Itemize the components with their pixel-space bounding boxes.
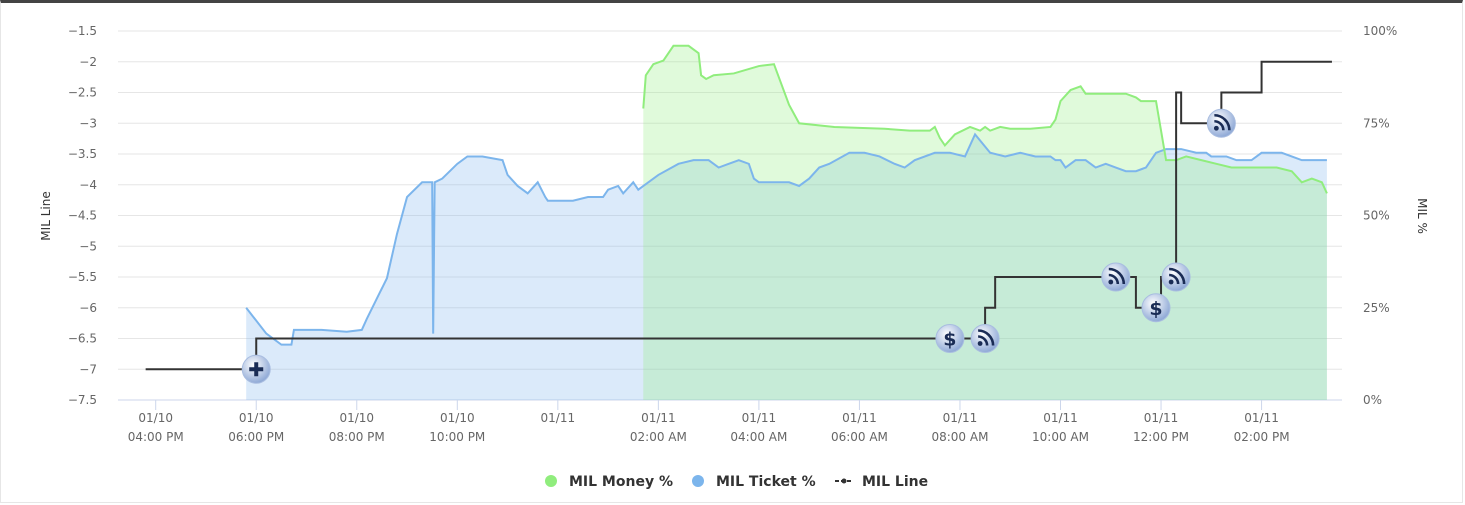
- x-tick-label-date: 01/11: [742, 411, 777, 425]
- left-tick-label: −5: [79, 239, 97, 253]
- plus-icon[interactable]: [241, 354, 271, 384]
- x-tick-label-date: 01/11: [1244, 411, 1279, 425]
- x-tick-label-date: 01/11: [943, 411, 978, 425]
- right-tick-label: 25%: [1363, 301, 1390, 315]
- x-tick-label-date: 01/11: [541, 411, 576, 425]
- legend-item[interactable]: MIL Line: [835, 474, 928, 490]
- left-tick-label: −2.5: [68, 86, 97, 100]
- svg-text:$: $: [943, 329, 956, 351]
- x-tick-label-date: 01/11: [1144, 411, 1179, 425]
- left-tick-label: −6: [79, 301, 97, 315]
- x-tick-label-time: 12:00 PM: [1133, 430, 1189, 444]
- legend-swatch: [545, 475, 557, 487]
- svg-text:$: $: [1149, 298, 1162, 320]
- left-tick-label: −7: [79, 362, 97, 376]
- legend: MIL Money % MIL Ticket % MIL Line: [545, 474, 928, 490]
- x-tick-label-time: 08:00 AM: [931, 430, 988, 444]
- rss-icon[interactable]: [970, 324, 1000, 353]
- x-tick-label-time: 04:00 PM: [128, 430, 184, 444]
- x-tick-label-time: 02:00 AM: [630, 430, 687, 444]
- right-tick-label: 75%: [1363, 116, 1390, 130]
- right-tick-label: 50%: [1363, 209, 1390, 223]
- left-tick-label: −2: [79, 55, 97, 69]
- money-line: [642, 44, 1328, 194]
- x-tick-label-date: 01/10: [239, 411, 274, 425]
- left-tick-label: −7.5: [68, 393, 97, 407]
- rss-icon[interactable]: [1101, 262, 1131, 292]
- x-tick-label-date: 01/11: [842, 411, 877, 425]
- legend-item[interactable]: MIL Money %: [545, 474, 673, 490]
- left-tick-label: −6.5: [68, 332, 97, 346]
- x-tick-label-date: 01/11: [1043, 411, 1078, 425]
- x-tick-label-time: 08:00 PM: [329, 430, 385, 444]
- area-series: [246, 45, 1332, 400]
- right-tick-label: 100%: [1363, 24, 1397, 38]
- event-markers: $$: [241, 108, 1236, 384]
- left-axis-title: MIL Line: [39, 191, 53, 240]
- rss-icon[interactable]: [1206, 108, 1236, 138]
- left-tick-label: −3: [79, 116, 97, 130]
- left-tick-label: −3.5: [68, 147, 97, 161]
- legend-swatch: [692, 475, 704, 487]
- right-axis-ticks: 100% 75% 50% 25% 0%: [1363, 24, 1397, 407]
- x-axis-ticks: 01/10 04:00 PM 01/10 06:00 PM 01/10 08:00 PM 0…: [128, 400, 1290, 444]
- left-axis-ticks: −1.5 −2 −2.5 −3 −3.5 −4 −4.5 −5 −5.5 −6 −6.5 −7 −7.5: [68, 24, 97, 407]
- legend-label: MIL Ticket %: [716, 474, 816, 490]
- left-tick-label: −4.5: [68, 209, 97, 223]
- rss-icon[interactable]: [1161, 262, 1191, 292]
- left-tick-label: −1.5: [68, 24, 97, 38]
- left-tick-label: −4: [79, 178, 97, 192]
- ticket-area: [246, 134, 1332, 400]
- ticket-line: [245, 132, 1327, 346]
- x-tick-label-time: 10:00 AM: [1032, 430, 1089, 444]
- x-tick-label-time: 06:00 PM: [228, 430, 284, 444]
- dollar-icon[interactable]: $: [935, 324, 965, 353]
- left-tick-label: −5.5: [68, 270, 97, 284]
- legend-label: MIL Line: [862, 474, 928, 490]
- dollar-icon[interactable]: $: [1141, 293, 1171, 323]
- legend-label: MIL Money %: [569, 474, 673, 490]
- x-tick-label-date: 01/10: [440, 411, 475, 425]
- legend-item[interactable]: MIL Ticket %: [692, 474, 816, 490]
- x-tick-label-time: 02:00 PM: [1234, 430, 1290, 444]
- right-tick-label: 0%: [1363, 393, 1382, 407]
- right-axis-title: MIL %: [1415, 198, 1429, 234]
- x-tick-label-time: 04:00 AM: [730, 430, 787, 444]
- x-tick-label-time: 06:00 AM: [831, 430, 888, 444]
- x-tick-label-date: 01/11: [641, 411, 676, 425]
- x-tick-label-time: 10:00 PM: [429, 430, 485, 444]
- x-tick-label-date: 01/10: [339, 411, 374, 425]
- x-tick-label-date: 01/10: [138, 411, 173, 425]
